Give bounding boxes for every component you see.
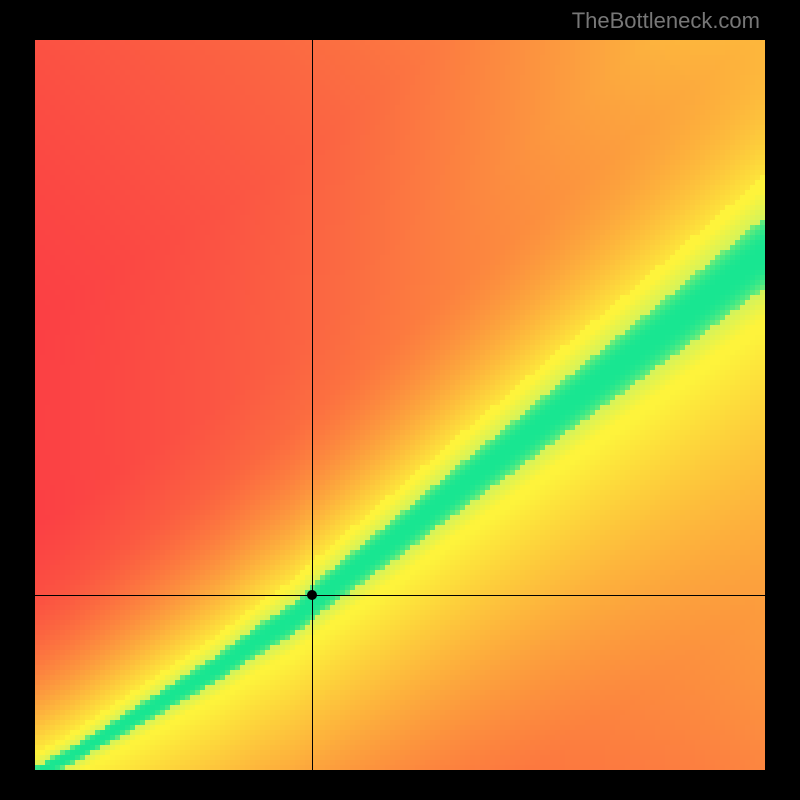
- crosshair-vertical: [312, 40, 313, 770]
- crosshair-horizontal: [35, 595, 765, 596]
- bottleneck-heatmap: [35, 40, 765, 770]
- watermark-text: TheBottleneck.com: [572, 8, 760, 34]
- heatmap-canvas: [35, 40, 765, 770]
- selection-marker[interactable]: [307, 590, 317, 600]
